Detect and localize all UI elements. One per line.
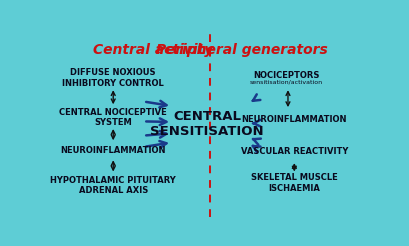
- Text: sensitisation/activation: sensitisation/activation: [249, 79, 322, 84]
- Text: HYPOTHALAMIC PITUITARY
ADRENAL AXIS: HYPOTHALAMIC PITUITARY ADRENAL AXIS: [50, 176, 175, 196]
- Text: NEUROINFLAMMATION: NEUROINFLAMMATION: [241, 115, 346, 124]
- Text: NEUROINFLAMMATION: NEUROINFLAMMATION: [60, 146, 166, 155]
- Text: CENTRAL NOCICEPTIVE
SYSTEM: CENTRAL NOCICEPTIVE SYSTEM: [59, 108, 167, 127]
- Text: NOCICEPTORS: NOCICEPTORS: [253, 71, 319, 80]
- Text: CENTRAL
SENSITISATION: CENTRAL SENSITISATION: [150, 110, 263, 138]
- Text: VASCULAR REACTIVITY: VASCULAR REACTIVITY: [240, 147, 347, 156]
- Text: Central activity: Central activity: [92, 43, 212, 57]
- Text: SKELETAL MUSCLE
ISCHAEMIA: SKELETAL MUSCLE ISCHAEMIA: [250, 173, 337, 193]
- Text: DIFFUSE NOXIOUS
INHIBITORY CONTROL: DIFFUSE NOXIOUS INHIBITORY CONTROL: [62, 68, 164, 88]
- Text: Peripheral generators: Peripheral generators: [155, 43, 327, 57]
